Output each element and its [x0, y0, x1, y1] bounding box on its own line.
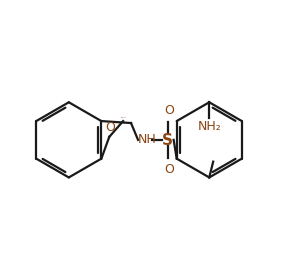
Text: S: S [162, 133, 173, 148]
Text: methoxy: methoxy [121, 117, 127, 118]
Text: NH: NH [138, 133, 157, 146]
Text: NH₂: NH₂ [197, 120, 221, 133]
Text: O: O [164, 163, 174, 176]
Text: O: O [105, 121, 115, 134]
Text: O: O [164, 104, 174, 117]
